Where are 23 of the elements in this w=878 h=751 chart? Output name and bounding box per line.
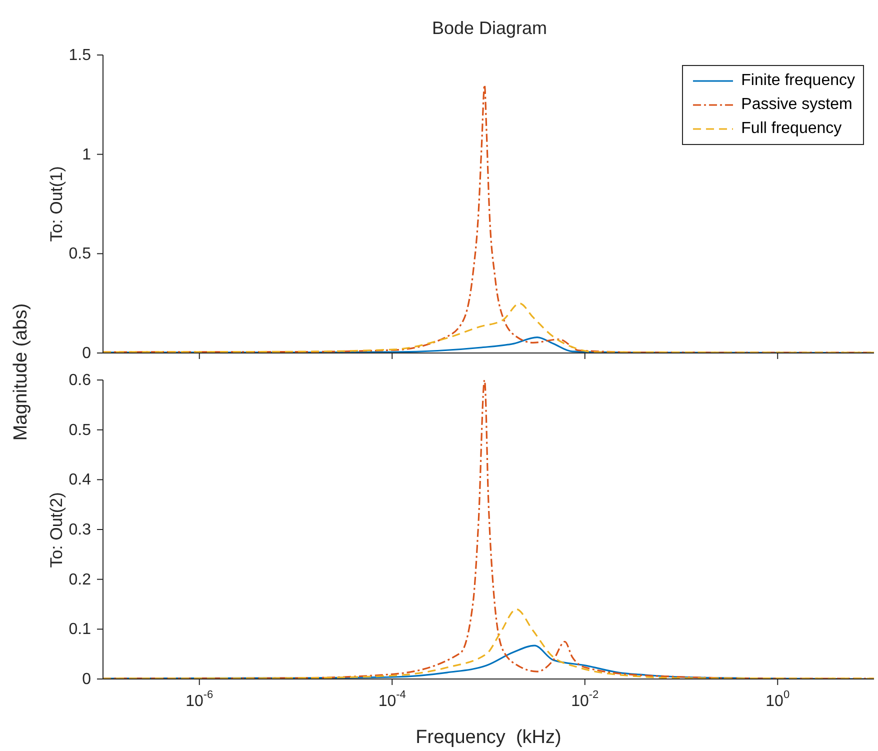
y-tick-label: 0.6 bbox=[68, 372, 92, 388]
legend-label: Full frequency bbox=[741, 119, 842, 139]
y-tick-label: 0.5 bbox=[68, 245, 92, 262]
x-axis-title: Frequency (kHz) bbox=[416, 727, 562, 748]
y-tick-label: 1 bbox=[82, 146, 92, 163]
y-tick-label: 1.5 bbox=[68, 46, 92, 64]
y-tick-label: 0 bbox=[82, 344, 92, 362]
y-tick-label: 0.1 bbox=[68, 620, 92, 638]
x-tick-label: 10$^{0}$ bbox=[766, 689, 790, 710]
y-axis-title: To: Out(1) bbox=[47, 166, 67, 242]
legend-label: Passive system bbox=[741, 95, 852, 115]
y-tick-label: 0.3 bbox=[68, 521, 92, 538]
x-tick-label: 10$^{-2}$ bbox=[571, 689, 599, 710]
x-tick-label: 10$^{-6}$ bbox=[186, 689, 214, 710]
legend-label: Finite frequency bbox=[741, 71, 855, 91]
y-tick-label: 0 bbox=[82, 670, 92, 688]
text: Magnitude (abs) bbox=[11, 303, 33, 441]
x-tick-label: 10$^{-4}$ bbox=[378, 689, 406, 710]
y-axis-title: To: Out(2) bbox=[47, 492, 67, 568]
y-tick-label: 0.4 bbox=[68, 471, 92, 488]
y-tick-label: 0.2 bbox=[68, 570, 92, 588]
chart-title: Bode Diagram bbox=[430, 17, 548, 40]
y-tick-label: 0.5 bbox=[68, 421, 92, 438]
